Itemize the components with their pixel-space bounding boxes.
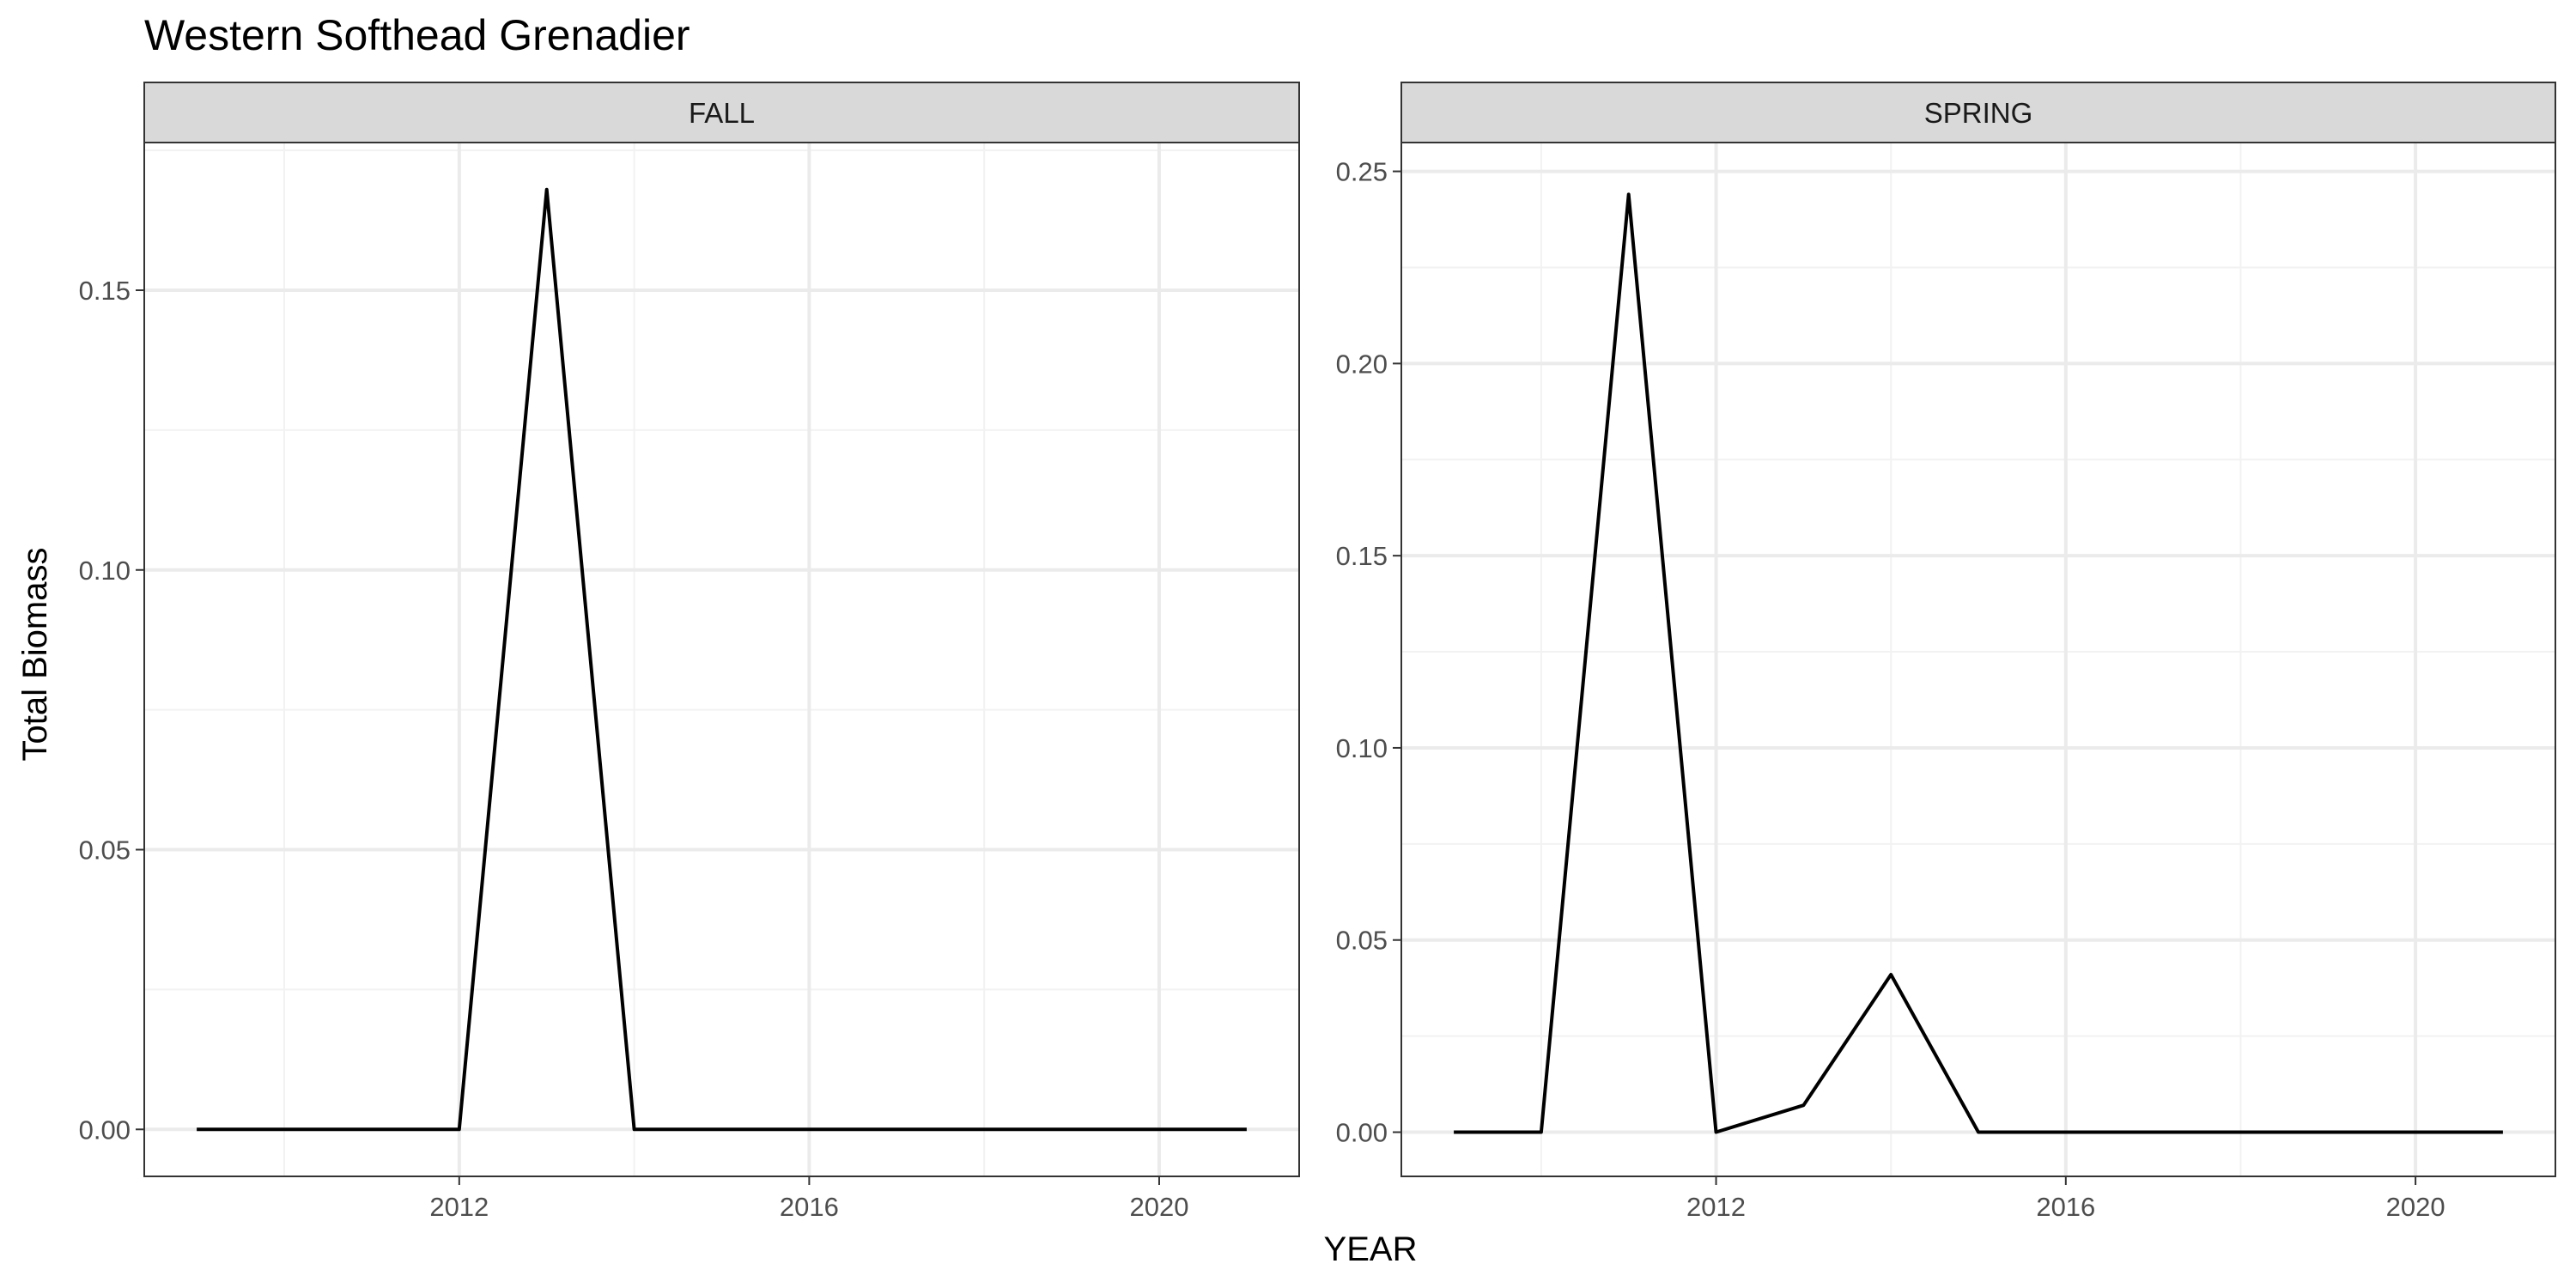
panel-fall: FALL 0.00 0.05 0.10 0.15 2012 2016 2020	[79, 82, 1300, 1222]
fall-strip-label: FALL	[689, 97, 755, 129]
y-axis-title: Total Biomass	[16, 548, 54, 762]
spring-plot-background	[1401, 143, 2555, 1176]
fall-y-tick-label: 0.15	[79, 276, 131, 306]
spring-x-tick-label: 2020	[2386, 1192, 2445, 1222]
spring-y-tick-label: 0.05	[1336, 926, 1388, 956]
spring-y-tick-label: 0.20	[1336, 349, 1388, 379]
spring-x-tick-label: 2012	[1686, 1192, 1746, 1222]
spring-biomass-line	[1454, 192, 2503, 1134]
spring-strip-label: SPRING	[1924, 97, 2033, 129]
fall-y-tick-label: 0.00	[79, 1115, 131, 1145]
fall-x-tick-label: 2020	[1129, 1192, 1188, 1222]
fall-biomass-line	[197, 187, 1247, 1132]
fall-strip	[143, 82, 1300, 143]
spring-y-tick-label: 0.00	[1336, 1118, 1388, 1148]
spring-y-tick-label: 0.15	[1336, 541, 1388, 571]
fall-plot-background	[144, 143, 1299, 1176]
spring-strip	[1400, 82, 2556, 143]
spring-x-tick-label: 2016	[2036, 1192, 2095, 1222]
fall-y-tick-label: 0.10	[79, 556, 131, 586]
fall-x-tick-label: 2016	[780, 1192, 839, 1222]
fall-y-tick-label: 0.05	[79, 835, 131, 866]
chart-title: Western Softhead Grenadier	[144, 11, 690, 59]
spring-y-tick-label: 0.10	[1336, 733, 1388, 763]
spring-y-tick-label: 0.25	[1336, 157, 1388, 187]
fall-x-tick-label: 2012	[429, 1192, 489, 1222]
panel-spring: SPRING 0.00 0.05 0.10 0.15 0.20 0.25 2012 2016 20…	[1336, 82, 2556, 1222]
x-axis-title: YEAR	[1324, 1230, 1418, 1268]
